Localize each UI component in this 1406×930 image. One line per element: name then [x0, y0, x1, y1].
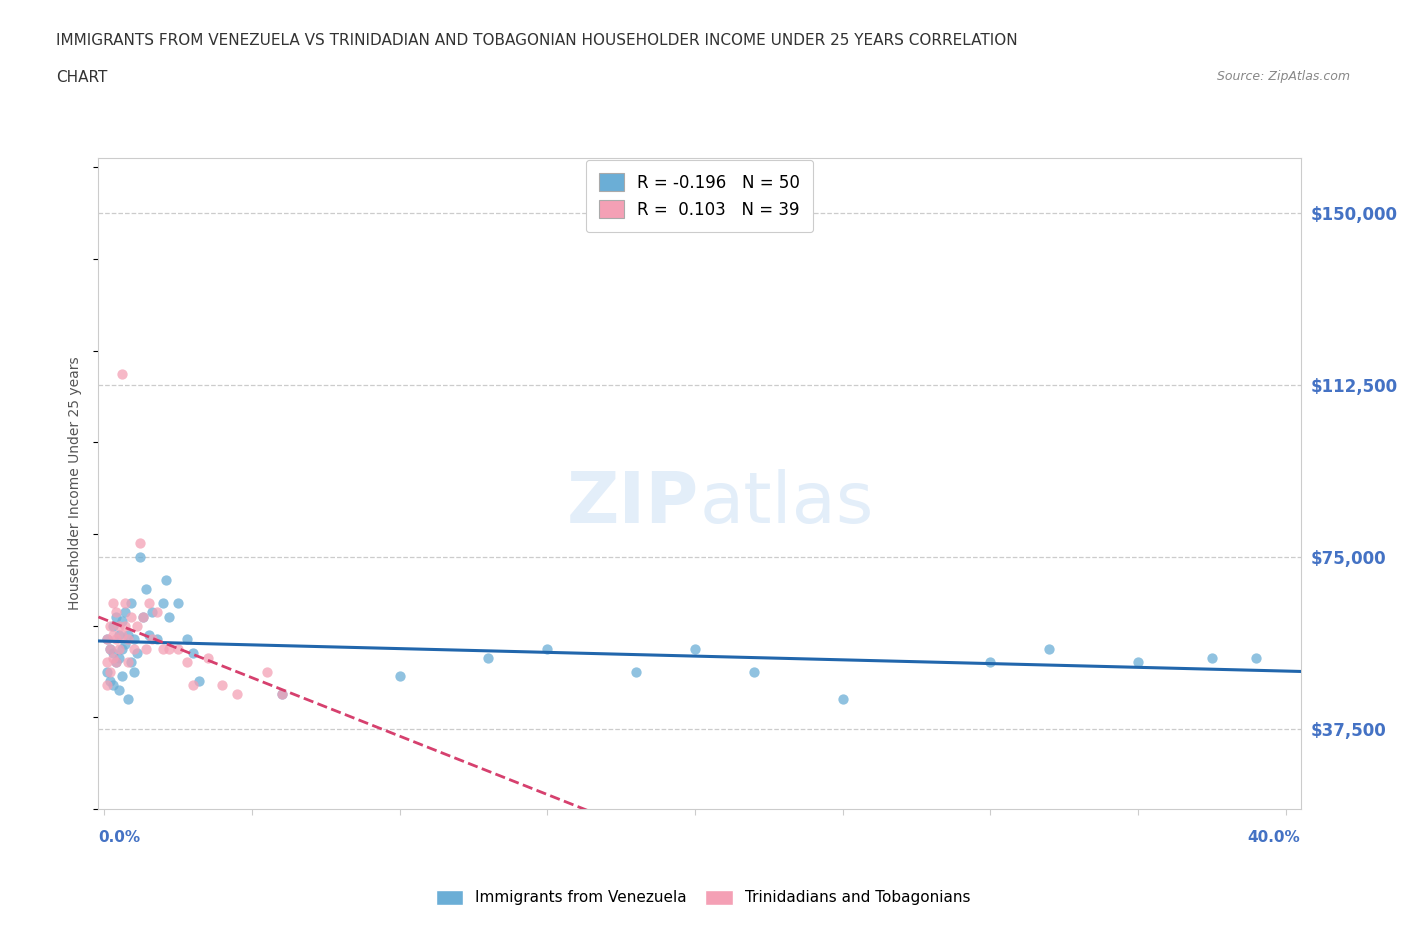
Point — [1038, 641, 1060, 656]
Point — [103, 645, 125, 660]
Point — [141, 604, 163, 619]
Point — [536, 641, 558, 656]
Point — [98, 664, 121, 679]
Point — [138, 595, 160, 610]
Point — [125, 645, 148, 660]
Point — [117, 655, 139, 670]
Point — [388, 669, 411, 684]
Point — [98, 618, 121, 633]
Text: 0.0%: 0.0% — [98, 830, 141, 844]
Point — [96, 632, 118, 647]
Point — [1244, 650, 1267, 665]
Point — [122, 664, 145, 679]
Point — [176, 655, 198, 670]
Text: ZIP: ZIP — [567, 469, 700, 538]
Point — [157, 641, 180, 656]
Point — [128, 550, 150, 565]
Legend: Immigrants from Venezuela, Trinidadians and Tobagonians: Immigrants from Venezuela, Trinidadians … — [427, 883, 979, 913]
Point — [96, 678, 118, 693]
Point — [98, 673, 121, 688]
Point — [1201, 650, 1223, 665]
Point — [270, 687, 292, 702]
Point — [138, 628, 160, 643]
Point — [108, 618, 131, 633]
Point — [135, 641, 157, 656]
Point — [108, 641, 131, 656]
Point — [114, 637, 136, 652]
Point — [1126, 655, 1149, 670]
Point — [125, 618, 148, 633]
Point — [103, 650, 125, 665]
Point — [111, 628, 134, 643]
Point — [105, 655, 128, 670]
Point — [117, 632, 139, 647]
Point — [96, 664, 118, 679]
Text: CHART: CHART — [56, 70, 108, 85]
Text: atlas: atlas — [700, 469, 875, 538]
Point — [103, 595, 125, 610]
Point — [132, 609, 155, 624]
Point — [226, 687, 249, 702]
Point — [831, 692, 853, 707]
Point — [122, 641, 145, 656]
Point — [111, 669, 134, 684]
Point — [157, 609, 180, 624]
Legend: R = -0.196   N = 50, R =  0.103   N = 39: R = -0.196 N = 50, R = 0.103 N = 39 — [585, 160, 814, 232]
Y-axis label: Householder Income Under 25 years: Householder Income Under 25 years — [69, 357, 83, 610]
Point — [111, 366, 134, 381]
Text: IMMIGRANTS FROM VENEZUELA VS TRINIDADIAN AND TOBAGONIAN HOUSEHOLDER INCOME UNDER: IMMIGRANTS FROM VENEZUELA VS TRINIDADIAN… — [56, 33, 1018, 47]
Point — [211, 678, 233, 693]
Point — [114, 604, 136, 619]
Point — [98, 641, 121, 656]
Point — [979, 655, 1001, 670]
Point — [103, 628, 125, 643]
Point — [105, 655, 128, 670]
Point — [111, 614, 134, 629]
Point — [152, 595, 174, 610]
Point — [155, 573, 177, 588]
Point — [114, 595, 136, 610]
Point — [742, 664, 765, 679]
Point — [98, 641, 121, 656]
Point — [103, 618, 125, 633]
Point — [117, 628, 139, 643]
Point — [128, 536, 150, 551]
Text: 40.0%: 40.0% — [1247, 830, 1301, 844]
Point — [117, 692, 139, 707]
Point — [103, 678, 125, 693]
Point — [141, 632, 163, 647]
Point — [132, 609, 155, 624]
Point — [96, 655, 118, 670]
Point — [477, 650, 499, 665]
Point — [181, 645, 204, 660]
Point — [135, 581, 157, 596]
Point — [146, 632, 169, 647]
Point — [120, 595, 142, 610]
Point — [683, 641, 706, 656]
Point — [108, 683, 131, 698]
Point — [167, 595, 190, 610]
Point — [270, 687, 292, 702]
Point — [108, 628, 131, 643]
Point — [176, 632, 198, 647]
Point — [120, 655, 142, 670]
Point — [167, 641, 190, 656]
Point — [122, 632, 145, 647]
Point — [111, 641, 134, 656]
Point — [181, 678, 204, 693]
Point — [187, 673, 209, 688]
Point — [108, 650, 131, 665]
Point — [152, 641, 174, 656]
Point — [105, 609, 128, 624]
Point — [256, 664, 278, 679]
Point — [624, 664, 647, 679]
Point — [146, 604, 169, 619]
Point — [96, 632, 118, 647]
Point — [105, 632, 128, 647]
Point — [120, 609, 142, 624]
Point — [105, 604, 128, 619]
Point — [197, 650, 219, 665]
Point — [114, 618, 136, 633]
Text: Source: ZipAtlas.com: Source: ZipAtlas.com — [1216, 70, 1350, 83]
